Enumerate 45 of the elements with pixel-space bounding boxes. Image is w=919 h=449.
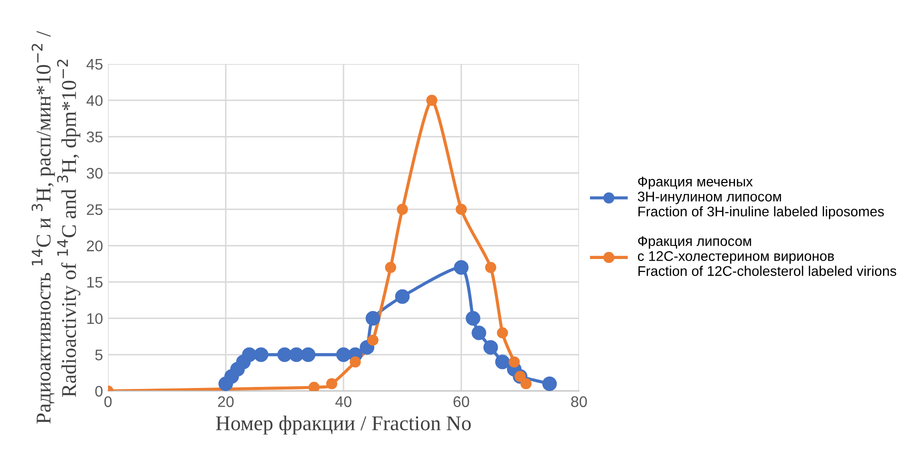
point (508, 356, 520, 368)
y-tick-label: 20 (86, 240, 103, 252)
point (385, 262, 396, 274)
point (326, 378, 338, 390)
point (395, 289, 410, 304)
point (336, 347, 351, 362)
y-tick-label: 30 (86, 168, 103, 179)
text: Радиоактивность $^{14}$C и $^{3}$H, расп/мин*10$^{−2}$ / Radioactivity of $^{14}$C and $^{3}$H, dpm*10$^{−2}$ (32, 30, 80, 424)
y-tick-label: 40 (86, 95, 103, 106)
point (520, 378, 532, 390)
point (454, 260, 469, 275)
y-tick-label: 35 (86, 132, 102, 142)
y-tick-label: 15 (87, 277, 102, 288)
point (367, 334, 378, 346)
point (277, 347, 292, 362)
point (483, 340, 498, 355)
point (466, 311, 480, 326)
y-tick-label: 45 (86, 59, 102, 70)
x-tick-label: 40 (335, 396, 352, 408)
point (350, 356, 361, 368)
point (254, 347, 268, 362)
point (472, 326, 486, 340)
point (366, 311, 380, 326)
x-tick-label: 60 (454, 396, 470, 408)
point (495, 354, 510, 370)
legend-label: Фракция меченых 3Н-инулином липосом Fraction of 3H-inuline labeled liposomes (638, 176, 884, 220)
y-tick-label: 25 (86, 204, 102, 216)
point (300, 347, 316, 362)
point (242, 347, 257, 362)
x-tick-label: 80 (571, 396, 587, 408)
legend-label: Фракция липосом с 12С-холестерином вирионов Fraction of 12C-cholesterol labeled virions (638, 236, 896, 276)
y-tick-label: 10 (87, 313, 103, 324)
point (308, 382, 320, 391)
y-tick-label: 5 (95, 350, 102, 360)
y-tick-label: 0 (95, 386, 103, 397)
x-axis-title: Номер фракции / Fraction No (216, 416, 471, 435)
x-tick-label: 0 (104, 396, 112, 408)
point (496, 327, 508, 338)
point (485, 262, 496, 274)
point (542, 376, 557, 391)
point (289, 347, 304, 362)
point (456, 204, 467, 215)
point (396, 204, 408, 215)
point (426, 94, 438, 106)
x-tick-label: 20 (218, 396, 234, 408)
